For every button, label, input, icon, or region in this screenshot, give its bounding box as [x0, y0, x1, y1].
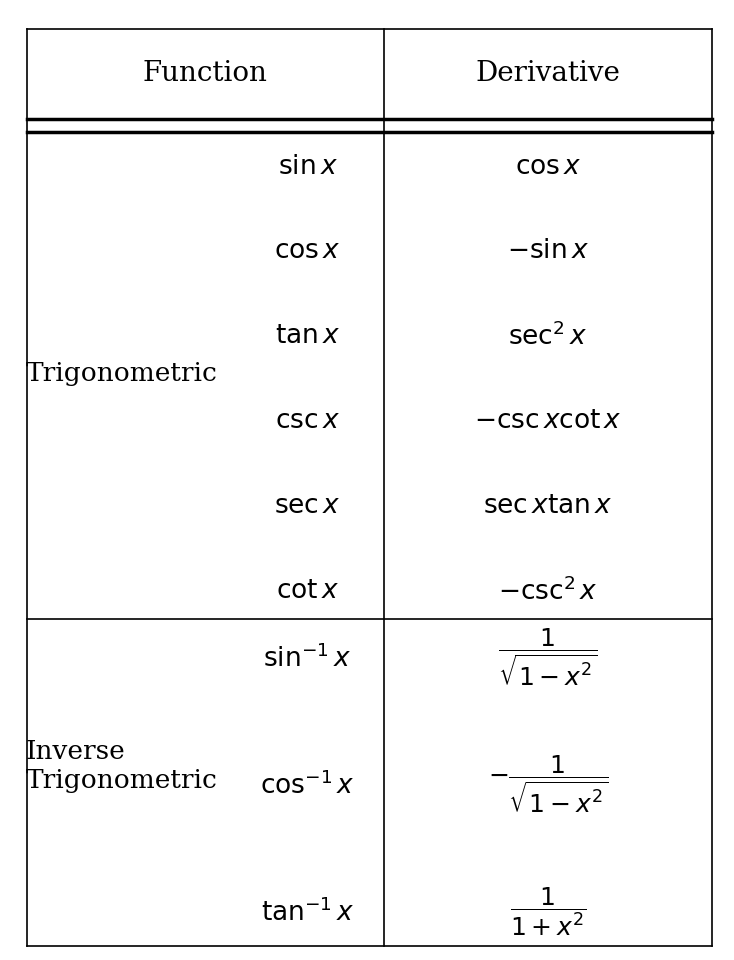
Text: $\sec^2 x$: $\sec^2 x$: [509, 322, 588, 350]
Text: $\tan^{-1} x$: $\tan^{-1} x$: [261, 898, 355, 926]
Text: $\sec x$: $\sec x$: [275, 493, 341, 518]
Text: $-\csc^2 x$: $-\csc^2 x$: [498, 576, 598, 605]
Text: $\cot x$: $\cot x$: [276, 578, 339, 603]
Text: $\tan x$: $\tan x$: [275, 324, 340, 348]
Text: $\dfrac{1}{\sqrt{1-x^2}}$: $\dfrac{1}{\sqrt{1-x^2}}$: [498, 627, 598, 688]
Text: $\sec x\tan x$: $\sec x\tan x$: [483, 493, 613, 518]
Text: $\dfrac{1}{1+x^2}$: $\dfrac{1}{1+x^2}$: [510, 886, 586, 938]
Text: $\sin^{-1} x$: $\sin^{-1} x$: [264, 643, 352, 672]
Text: $-\csc x\cot x$: $-\csc x\cot x$: [474, 408, 622, 433]
Text: $\cos x$: $\cos x$: [515, 154, 581, 179]
Text: Trigonometric: Trigonometric: [26, 361, 217, 386]
Text: Function: Function: [143, 60, 268, 87]
Text: $-\sin x$: $-\sin x$: [507, 238, 589, 263]
Text: $\sin x$: $\sin x$: [277, 154, 338, 179]
Text: Inverse
Trigonometric: Inverse Trigonometric: [26, 738, 217, 793]
Text: Derivative: Derivative: [476, 60, 620, 87]
Text: $-\dfrac{1}{\sqrt{1-x^2}}$: $-\dfrac{1}{\sqrt{1-x^2}}$: [488, 754, 608, 816]
Text: $\csc x$: $\csc x$: [275, 408, 340, 433]
Text: $\cos x$: $\cos x$: [275, 238, 341, 263]
Text: $\cos^{-1} x$: $\cos^{-1} x$: [260, 771, 355, 799]
